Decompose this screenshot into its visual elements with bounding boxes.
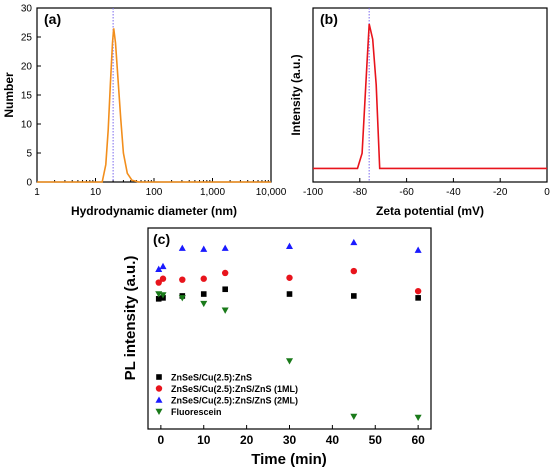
panel-b-x-axis: -100 -80 -60 -40 -20 0 — [303, 178, 550, 198]
panel-c-point-series-4 — [200, 300, 208, 308]
panel-c-legend-marker-3 — [155, 396, 163, 403]
panel-c-legend-label-1: ZnSeS/Cu(2.5):ZnS — [171, 373, 252, 383]
panel-c-point-series-1 — [415, 295, 421, 301]
panel-c-point-series-3 — [155, 265, 163, 272]
panel-b-x-tick-label: -40 — [446, 187, 461, 198]
panel-c-point-series-2 — [159, 275, 167, 282]
panel-c-point-series-2 — [200, 275, 207, 282]
panel-c-point-series-3 — [286, 242, 293, 249]
panel-c-point-series-2 — [179, 276, 186, 283]
panel-c-point-series-3 — [159, 262, 167, 270]
panel-c-point-series-2 — [155, 279, 162, 286]
panel-c-point-series-3 — [178, 244, 186, 251]
panel-c-point-series-4 — [178, 295, 186, 302]
panel-a-x-tick-label: 1,000 — [200, 187, 225, 198]
panel-b-series-line — [313, 23, 547, 170]
panel-a-y-tick-label: 15 — [21, 91, 33, 102]
panel-c-point-series-3 — [414, 246, 422, 253]
panel-c-points — [155, 238, 422, 422]
panel-c: 0 10 20 30 40 50 60 ZnSeS/Cu(2.5):ZnSZnSeS/Cu(… — [122, 227, 432, 468]
panel-c-x-tick-label: 0 — [158, 433, 165, 447]
panel-c-point-series-3 — [221, 244, 229, 251]
panel-b-x-tick-label: -80 — [353, 187, 368, 198]
panel-c-y-axis-title: PL intensity (a.u.) — [122, 256, 139, 381]
panel-b-x-axis-title: Zeta potential (mV) — [376, 204, 484, 218]
panel-c-x-axis: 0 10 20 30 40 50 60 — [158, 425, 425, 447]
panel-c-x-tick-label: 60 — [411, 433, 425, 447]
panel-c-x-tick-label: 30 — [283, 433, 297, 447]
panel-a-y-axis-title: Number — [2, 72, 16, 118]
panel-c-point-series-1 — [155, 296, 162, 302]
panel-c-point-series-4 — [414, 414, 422, 422]
panel-a-y-tick-label: 25 — [21, 33, 33, 44]
panel-c-x-tick-label: 20 — [240, 433, 254, 447]
panel-c-point-series-4 — [159, 292, 167, 299]
panel-c-point-series-3 — [200, 245, 208, 252]
panel-c-point-series-2 — [414, 287, 422, 295]
panel-b-x-tick-label: -60 — [399, 187, 414, 198]
panel-c-point-series-1 — [351, 293, 357, 299]
panel-b-x-tick-label: -100 — [303, 187, 323, 198]
panel-a-y-tick-label: 30 — [21, 4, 33, 15]
panel-c-legend-marker-2 — [155, 385, 163, 392]
panel-a-label: (a) — [44, 11, 61, 27]
panel-b-x-tick-label: 0 — [544, 187, 550, 198]
panel-a: 0 5 10 15 20 25 30 1 10 100 1,000 10,000 (a) Hydro… — [2, 4, 287, 219]
panel-c-legend-marker-1 — [156, 374, 162, 380]
panel-c-x-axis-title: Time (min) — [251, 451, 327, 468]
panel-a-x-tick-label: 1 — [34, 187, 40, 198]
panel-c-point-series-2 — [221, 269, 229, 277]
panel-a-x-axis: 1 10 100 1,000 10,000 — [34, 178, 287, 198]
panel-c-x-tick-label: 50 — [369, 433, 383, 447]
panel-a-y-tick-label: 5 — [26, 149, 32, 160]
panel-b-label: (b) — [320, 11, 338, 27]
panel-c-point-series-4 — [350, 413, 358, 421]
panel-a-x-tick-label: 100 — [146, 187, 163, 198]
panel-c-point-series-2 — [350, 267, 358, 275]
panel-a-y-tick-label: 0 — [26, 178, 32, 189]
panel-c-legend-label-3: ZnSeS/Cu(2.5):ZnS/ZnS (2ML) — [171, 396, 298, 406]
panel-c-point-series-2 — [286, 274, 293, 281]
panel-c-x-tick-label: 10 — [197, 433, 211, 447]
panel-b: -100 -80 -60 -40 -20 0 (b) Zeta potential (mV… — [289, 7, 550, 218]
panel-a-x-tick-label: 10 — [90, 187, 102, 198]
panel-b-y-axis-title: Intensity (a.u.) — [289, 54, 303, 135]
panel-a-y-tick-label: 10 — [21, 120, 33, 131]
panel-c-label: (c) — [153, 231, 170, 247]
panel-c-legend-label-2: ZnSeS/Cu(2.5):ZnS/ZnS (1ML) — [171, 384, 298, 394]
panel-b-x-tick-label: -20 — [493, 187, 508, 198]
panel-c-point-series-1 — [222, 286, 228, 293]
panel-a-y-axis: 0 5 10 15 20 25 30 — [21, 4, 41, 189]
panel-c-legend-marker-4 — [155, 408, 163, 415]
panel-a-frame — [36, 7, 272, 183]
panel-b-frame — [312, 7, 548, 183]
panel-a-y-tick-label: 20 — [21, 62, 33, 73]
panel-c-point-series-1 — [286, 291, 293, 297]
panel-c-point-series-3 — [350, 238, 358, 246]
panel-c-x-tick-label: 40 — [326, 433, 340, 447]
panel-c-point-series-4 — [221, 307, 229, 314]
panel-a-series-line — [37, 28, 271, 183]
panel-c-point-series-4 — [286, 358, 293, 365]
panel-a-x-tick-label: 10,000 — [256, 187, 287, 198]
panel-a-x-axis-title: Hydrodynamic diameter (nm) — [71, 204, 237, 218]
panel-c-legend-label-4: Fluorescein — [171, 407, 222, 417]
panel-c-point-series-1 — [200, 291, 207, 297]
